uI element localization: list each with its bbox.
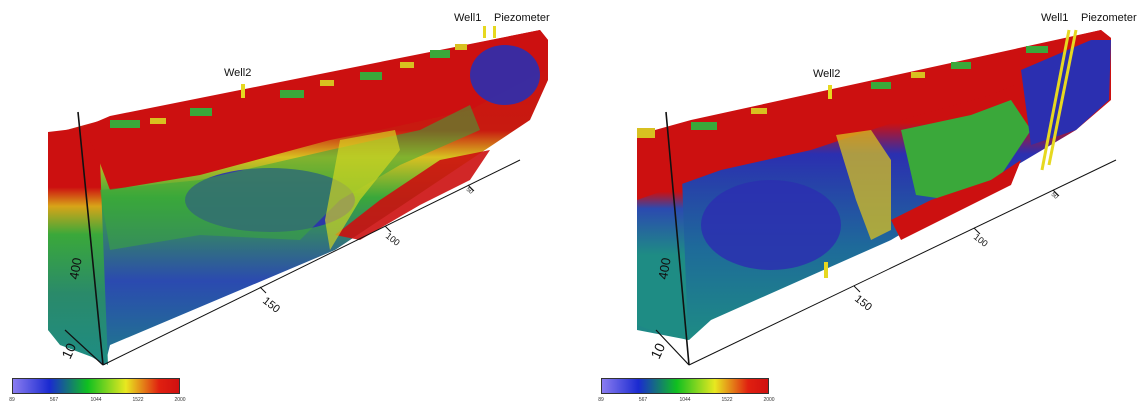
colorbar-tick: 2000	[763, 397, 775, 403]
distance-axis	[102, 159, 521, 366]
vertical-axis	[77, 111, 104, 366]
depth-tick-label: 400	[655, 257, 674, 281]
well2-marker-deep	[824, 262, 828, 278]
base-tick-label: 10	[647, 340, 668, 361]
colorbar-tick: 89	[9, 397, 15, 403]
colorbar-tick: 567	[49, 397, 59, 403]
colorbar-tick: 1522	[132, 397, 144, 403]
right-panel: Well2 Well1 Piezometer 400 10 150 100 50…	[571, 0, 1142, 409]
well1-label: Well1	[454, 12, 481, 24]
dist-tick-label-100: 100	[972, 232, 990, 249]
transition-band	[325, 130, 400, 250]
well2-marker	[828, 85, 832, 99]
dist-tick-label-100: 100	[384, 231, 402, 248]
resistivity-low-zone-2	[470, 45, 540, 105]
piezometer-label: Piezometer	[494, 12, 550, 24]
axis-ticks	[853, 189, 1060, 293]
distance-axis	[688, 159, 1117, 366]
well2-label: Well2	[224, 67, 251, 79]
well1-marker	[483, 26, 486, 38]
resistivity-low-zone-2	[701, 180, 841, 270]
colorbar-ticks: 89 567 1044 1522 2000	[598, 397, 774, 407]
section-front-face	[48, 128, 108, 365]
top-ridge-yellow	[637, 72, 925, 138]
top-ridge	[691, 46, 1048, 130]
colorbar	[12, 378, 180, 394]
dist-tick-label-50: 50	[465, 187, 474, 196]
dist-tick-label-50: 50	[1050, 192, 1059, 201]
colorbar-tick: 89	[598, 397, 604, 403]
dist-tick-label-150: 150	[852, 293, 874, 314]
left-panel: Well2 Well1 Piezometer 400 10 150 100 50…	[9, 12, 550, 407]
colorbar-ticks: 89 567 1044 1522 2000	[9, 397, 185, 407]
top-ridge-yellow	[150, 44, 467, 124]
resistivity-high-lens	[335, 150, 490, 240]
transition-band	[836, 130, 891, 240]
well1-label: Well1	[1041, 12, 1068, 24]
left-3d-section: Well2 Well1 Piezometer 400 10 150 100 50	[48, 12, 550, 366]
piezometer-label: Piezometer	[1081, 12, 1137, 24]
dist-tick-label-150: 150	[260, 295, 282, 316]
base-axis	[64, 329, 104, 366]
axis-ticks	[259, 184, 475, 294]
top-ridge	[110, 50, 450, 128]
base-tick-label: 10	[58, 340, 79, 361]
resistivity-low-zone	[1021, 40, 1111, 145]
right-3d-section: Well2 Well1 Piezometer 400 10 150 100 50	[637, 12, 1137, 366]
colorbar-tick: 1044	[90, 397, 102, 403]
resistivity-high-lens	[891, 160, 1021, 240]
well2-label: Well2	[813, 68, 840, 80]
colorbar-tick: 1522	[721, 397, 733, 403]
colorbar-tick: 567	[638, 397, 648, 403]
colorbar-tick: 2000	[174, 397, 186, 403]
well1-marker	[1040, 29, 1071, 171]
base-axis	[655, 329, 690, 366]
depth-tick-label: 400	[66, 257, 85, 281]
vertical-axis	[665, 111, 690, 366]
well2-marker	[241, 84, 245, 98]
piezometer-marker	[493, 26, 496, 38]
piezometer-marker	[1047, 29, 1078, 166]
resistivity-high-band	[637, 30, 1111, 200]
resistivity-high-band	[82, 30, 548, 190]
colorbar-tick: 1044	[679, 397, 691, 403]
colorbar	[601, 378, 769, 394]
